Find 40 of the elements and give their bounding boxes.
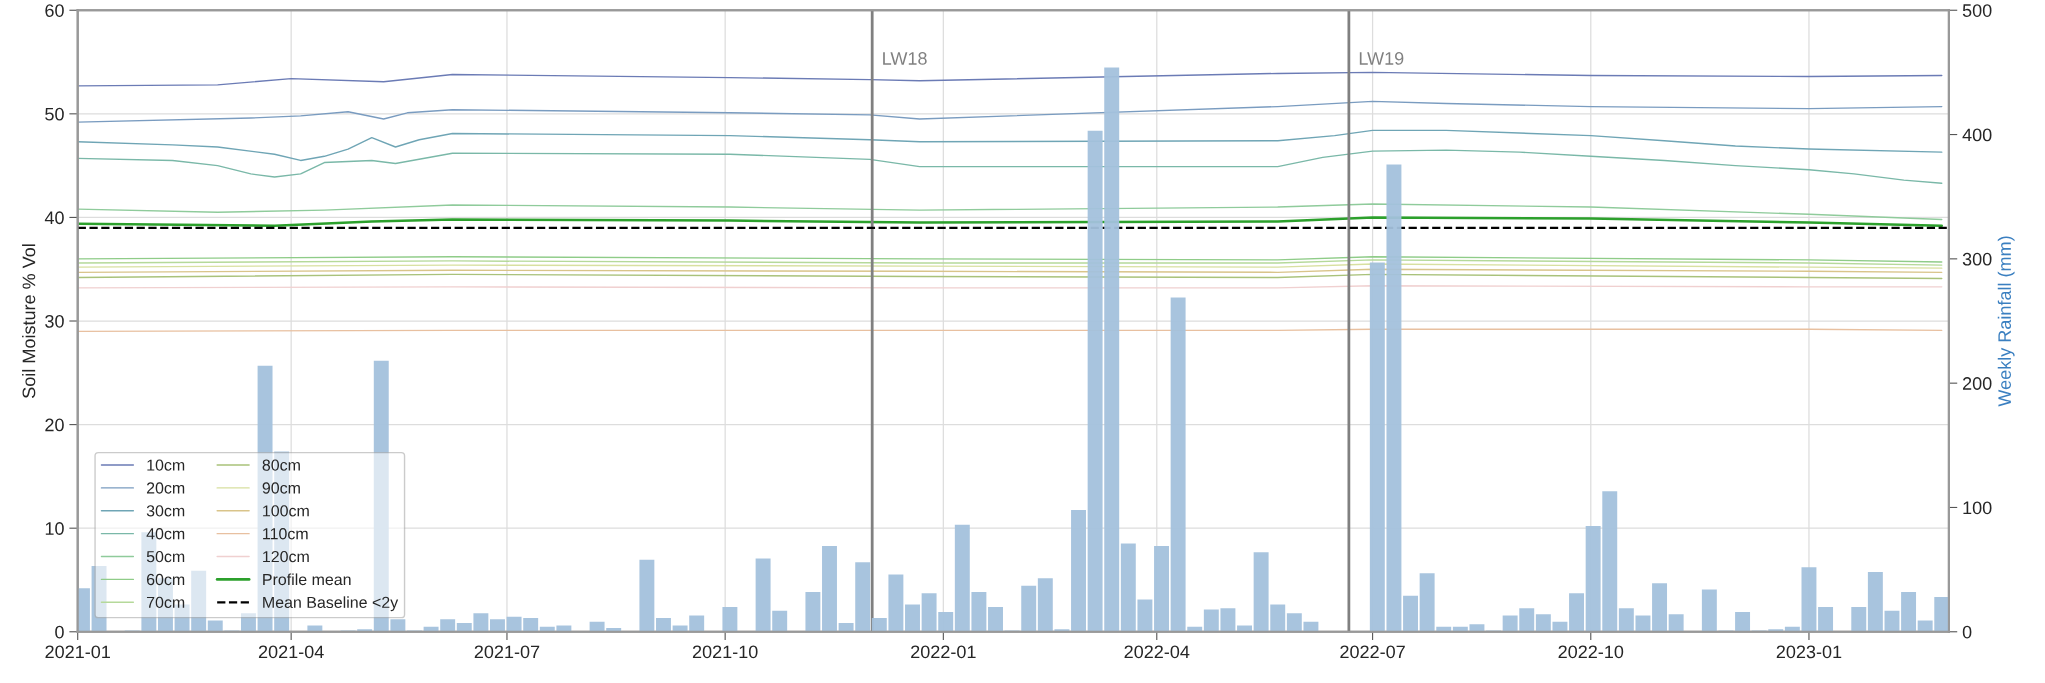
y2-tick-label: 100 [1963, 501, 1992, 515]
y2-axis-title: Weekly Rainfall (mm) [1997, 236, 2015, 407]
ref-line-label: LW19 [1359, 52, 1404, 65]
y2-tick-label: 400 [1962, 128, 1992, 142]
legend-label: 70cm [146, 596, 185, 609]
legend-label: 110cm [263, 528, 308, 540]
y-tick-label: 20 [45, 418, 64, 432]
x-tick-label: 2023-01 [1776, 645, 1842, 659]
y-axis-title: Soil Moisture % Vol [22, 244, 36, 398]
y-tick-label: 40 [44, 211, 64, 225]
legend-label: 10cm [147, 459, 185, 471]
y-tick-label: 60 [45, 4, 64, 17]
y2-tick-label: 0 [1962, 625, 1972, 639]
x-tick-label: 2021-10 [692, 645, 758, 659]
x-tick-label: 2022-01 [911, 645, 976, 659]
y2-tick-label: 300 [1962, 252, 1992, 266]
y2-tick-label: 200 [1962, 377, 1992, 390]
x-tick-label: 2022-07 [1340, 645, 1405, 659]
x-tick-label: 2021-07 [474, 645, 540, 659]
legend-label: 90cm [262, 482, 300, 494]
x-tick-label: 2022-04 [1124, 645, 1190, 659]
legend-label: 50cm [146, 550, 185, 563]
y-tick-label: 30 [45, 314, 64, 328]
x-tick-label: 2022-10 [1558, 645, 1624, 659]
legend-label: 30cm [146, 505, 185, 517]
y-tick-label: 10 [45, 522, 64, 535]
y-tick-label: 0 [55, 625, 64, 639]
legend-label: Mean Baseline <2y [263, 596, 399, 612]
x-tick-label: 2021-01 [45, 645, 110, 659]
legend-label: 100cm [263, 505, 309, 517]
legend-label: Profile mean [263, 573, 351, 586]
x-tick-label: 2021-04 [258, 645, 324, 659]
legend-label: 120cm [263, 550, 309, 563]
legend-label: 80cm [262, 459, 300, 471]
legend-label: 20cm [146, 482, 185, 494]
legend-label: 40cm [146, 528, 185, 540]
legend-label: 60cm [146, 573, 185, 586]
y-tick-label: 50 [45, 107, 64, 121]
ref-line-label: LW18 [883, 52, 927, 65]
y2-tick-label: 500 [1962, 4, 1992, 17]
